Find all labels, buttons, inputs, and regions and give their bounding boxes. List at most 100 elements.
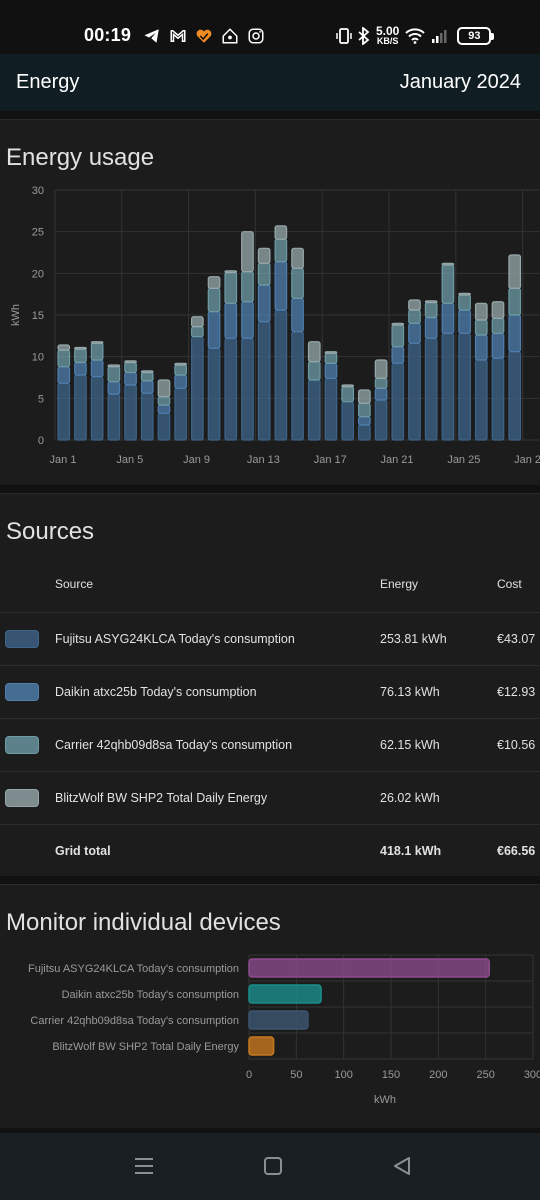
usage-bar-segment[interactable] (441, 332, 455, 441)
usage-bar-segment[interactable] (74, 374, 87, 441)
usage-bar-segment[interactable] (241, 231, 254, 273)
usage-bar-segment[interactable] (341, 386, 355, 403)
period-selector[interactable]: January 2024 (399, 71, 521, 93)
usage-bar-segment[interactable] (291, 247, 304, 269)
usage-bar-segment[interactable] (107, 366, 121, 383)
usage-bar-segment[interactable] (124, 371, 137, 386)
usage-bar-segment[interactable] (107, 381, 121, 395)
usage-bar-segment[interactable] (107, 364, 121, 368)
usage-bar-segment[interactable] (458, 294, 471, 311)
usage-bar-segment[interactable] (124, 360, 137, 364)
usage-bar-segment[interactable] (391, 324, 405, 348)
usage-bar-segment[interactable] (458, 309, 471, 334)
device-bar[interactable] (248, 958, 491, 978)
usage-bar-segment[interactable] (257, 262, 271, 286)
usage-bar-segment[interactable] (257, 284, 271, 323)
usage-bar-segment[interactable] (508, 254, 522, 289)
usage-bar-segment[interactable] (424, 316, 438, 339)
usage-bar-segment[interactable] (140, 370, 154, 374)
usage-bar-segment[interactable] (74, 361, 87, 376)
usage-bar-segment[interactable] (74, 346, 87, 350)
usage-bar-segment[interactable] (207, 347, 221, 441)
usage-bar-segment[interactable] (441, 302, 455, 334)
usage-bar-segment[interactable] (324, 377, 338, 441)
usage-bar-segment[interactable] (374, 377, 388, 389)
column-header-energy[interactable]: Energy (380, 577, 419, 591)
usage-bar-segment[interactable] (307, 361, 321, 381)
column-header-cost[interactable]: Cost (497, 577, 522, 591)
usage-bar-segment[interactable] (274, 238, 288, 263)
usage-bar-segment[interactable] (307, 379, 321, 441)
usage-bar-segment[interactable] (174, 387, 188, 441)
usage-bar-segment[interactable] (174, 364, 188, 376)
usage-bar-segment[interactable] (224, 337, 238, 441)
usage-bar-segment[interactable] (441, 262, 455, 266)
usage-bar-segment[interactable] (374, 359, 388, 379)
usage-bar-segment[interactable] (241, 271, 254, 303)
usage-bar-segment[interactable] (474, 359, 488, 441)
usage-bar-segment[interactable] (74, 348, 87, 364)
back-icon[interactable] (391, 1155, 413, 1177)
usage-bar-segment[interactable] (424, 337, 438, 441)
usage-bar-segment[interactable] (257, 321, 271, 441)
column-header-source[interactable]: Source (55, 577, 94, 591)
usage-bar-segment[interactable] (224, 270, 238, 274)
usage-bar-segment[interactable] (207, 276, 221, 289)
usage-bar-segment[interactable] (124, 361, 137, 374)
energy-usage-chart[interactable]: 0 5 10 15 20 25 30 kWh Jan 1 Jan 5 Jan 9 Jan 13 Jan … (0, 176, 540, 476)
usage-bar-segment[interactable] (207, 287, 221, 313)
usage-bar-segment[interactable] (207, 311, 221, 349)
usage-bar-segment[interactable] (291, 297, 304, 333)
usage-bar-segment[interactable] (458, 292, 471, 296)
home-icon[interactable] (262, 1155, 284, 1177)
usage-bar-segment[interactable] (491, 317, 505, 334)
usage-bar-segment[interactable] (291, 267, 304, 299)
usage-bar-segment[interactable] (157, 404, 171, 414)
table-row[interactable]: BlitzWolf BW SHP2 Total Daily Energy 26.… (0, 771, 540, 824)
usage-bar-segment[interactable] (474, 319, 488, 336)
usage-bar-segment[interactable] (107, 393, 121, 441)
device-bar[interactable] (248, 1010, 309, 1030)
usage-bar-segment[interactable] (424, 300, 438, 304)
usage-bar-segment[interactable] (358, 424, 371, 441)
usage-bar-segment[interactable] (491, 301, 505, 319)
usage-bar-segment[interactable] (291, 331, 304, 441)
usage-bar-segment[interactable] (274, 225, 288, 240)
usage-bar-segment[interactable] (424, 301, 438, 319)
devices-bar-chart[interactable]: 0 50 100 150 200 250 300 kWh Fujitsu ASYG24KLCA … (0, 945, 540, 1115)
usage-bar-segment[interactable] (174, 362, 188, 366)
usage-bar-segment[interactable] (358, 402, 371, 418)
usage-bar-segment[interactable] (140, 371, 154, 382)
usage-bar-segment[interactable] (174, 374, 188, 389)
usage-bar-segment[interactable] (241, 301, 254, 339)
usage-bar-segment[interactable] (374, 387, 388, 401)
usage-bar-segment[interactable] (324, 362, 338, 379)
device-bar[interactable] (248, 1036, 275, 1056)
usage-bar-segment[interactable] (341, 384, 355, 388)
usage-bar-segment[interactable] (441, 264, 455, 304)
recents-icon[interactable] (133, 1155, 155, 1177)
usage-bar-segment[interactable] (491, 357, 505, 441)
usage-bar-segment[interactable] (241, 337, 254, 441)
usage-bar-segment[interactable] (57, 349, 71, 368)
usage-bar-segment[interactable] (274, 261, 288, 311)
usage-bar-segment[interactable] (257, 247, 271, 264)
usage-bar-segment[interactable] (408, 309, 421, 324)
usage-bar-segment[interactable] (391, 346, 405, 364)
usage-bar-segment[interactable] (491, 332, 505, 359)
usage-bar-segment[interactable] (324, 352, 338, 364)
usage-bar-segment[interactable] (90, 376, 104, 441)
usage-bar-segment[interactable] (90, 359, 104, 378)
usage-bar-segment[interactable] (374, 399, 388, 441)
usage-bar-segment[interactable] (408, 322, 421, 344)
usage-bar-segment[interactable] (140, 392, 154, 441)
usage-bar-segment[interactable] (391, 322, 405, 326)
usage-bar-segment[interactable] (408, 342, 421, 441)
usage-bar-segment[interactable] (508, 314, 522, 353)
usage-bar-segment[interactable] (57, 344, 71, 351)
usage-bar-segment[interactable] (358, 416, 371, 426)
usage-bar-segment[interactable] (57, 366, 71, 384)
usage-bar-segment[interactable] (90, 342, 104, 361)
usage-bar-segment[interactable] (224, 271, 238, 304)
usage-bar-segment[interactable] (408, 299, 421, 311)
